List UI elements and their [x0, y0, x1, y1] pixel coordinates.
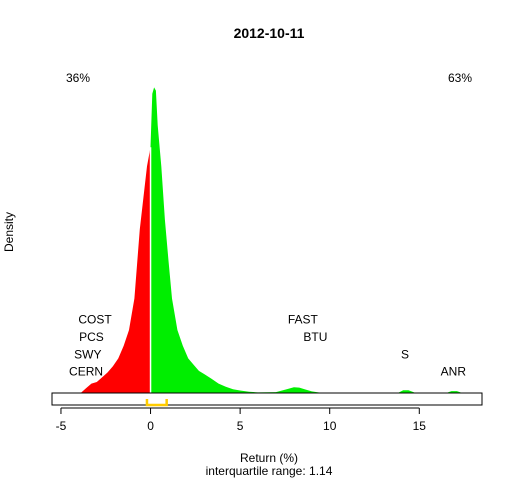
pct-positive-label: 63%: [448, 71, 472, 85]
iqr-subtitle: interquartile range: 1.14: [206, 464, 333, 478]
iqr-bracket: [145, 399, 168, 407]
annotation-label: COST: [78, 313, 112, 327]
annotation-label: SWY: [74, 347, 101, 361]
annotation-label: S: [401, 347, 409, 361]
annotation-label: PCS: [79, 330, 104, 344]
annotations: COST PCS SWY CERN FAST BTU S ANR: [69, 313, 466, 379]
annotation-label: ANR: [441, 365, 467, 379]
x-axis-label: Return (%): [240, 451, 298, 465]
x-tick-label: 5: [237, 419, 244, 433]
chart-title: 2012-10-11: [234, 25, 305, 41]
pct-negative-label: 36%: [66, 71, 90, 85]
density-area: [80, 87, 463, 394]
x-tick-label: 15: [413, 419, 427, 433]
annotation-label: BTU: [303, 330, 327, 344]
negative-density-area: [80, 147, 151, 393]
annotation-label: CERN: [69, 365, 103, 379]
x-tick-label: 10: [323, 419, 337, 433]
annotation-label: FAST: [288, 313, 319, 327]
y-axis-label: Density: [2, 212, 16, 252]
rug-strip: [51, 392, 483, 406]
x-axis: -5 0 5 10 15: [56, 407, 427, 433]
x-tick-label: -5: [56, 419, 67, 433]
positive-density-area: [150, 87, 463, 394]
x-tick-label: 0: [147, 419, 154, 433]
